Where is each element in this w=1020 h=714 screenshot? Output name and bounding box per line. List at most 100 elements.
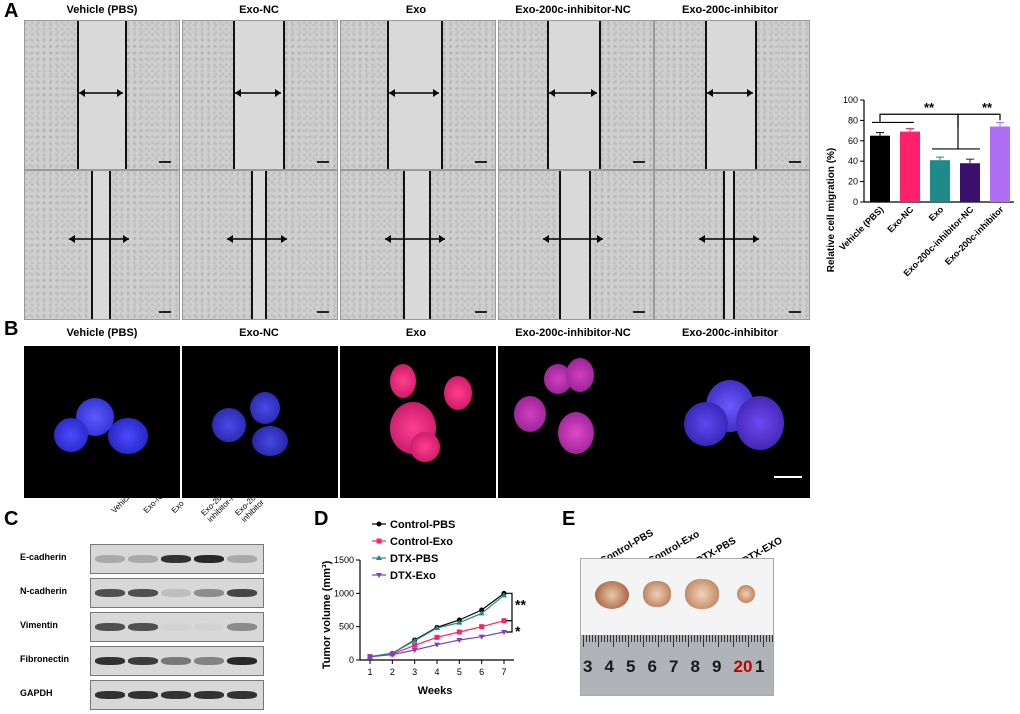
significance-label: ** <box>982 100 993 115</box>
ruler-tick <box>601 635 602 642</box>
wound-image <box>654 20 810 170</box>
data-point <box>478 634 485 640</box>
ruler-tick <box>643 635 644 647</box>
wb-strip <box>90 544 264 574</box>
line-ylabel: Tumor volume (mm³) <box>321 560 333 669</box>
panel-label-b: B <box>4 318 19 340</box>
bar-ytick-label: 40 <box>848 156 858 166</box>
wb-band <box>161 623 191 631</box>
wb-band <box>95 657 125 665</box>
ruler-tick <box>640 635 641 642</box>
ruler-tick <box>700 635 701 642</box>
bar-category-label: Exo <box>927 204 946 223</box>
col-header-vehicle: Vehicle (PBS) <box>66 4 138 16</box>
significance-label: * <box>515 623 521 639</box>
data-point <box>434 634 440 640</box>
data-point <box>456 619 463 625</box>
wound-image <box>498 20 654 170</box>
wb-band <box>227 691 257 699</box>
ruler-tick <box>649 635 650 642</box>
ruler-tick <box>763 635 764 647</box>
tumor-control-exo <box>643 581 671 607</box>
bar-category-label: Vehicle (PBS) <box>837 204 885 252</box>
ruler-tick <box>658 635 659 647</box>
significance-bracket <box>506 592 513 622</box>
col-header-exo: Exo <box>405 4 427 16</box>
tumor-dtx-pbs <box>685 579 719 609</box>
significance-bracket <box>957 113 1001 149</box>
wound-image <box>340 20 496 170</box>
significance-label: ** <box>924 100 935 115</box>
data-point <box>501 618 507 624</box>
legend-marker <box>376 538 382 544</box>
ruler-tick <box>589 635 590 642</box>
ruler-tick <box>583 635 584 647</box>
if-image-exo-nc <box>182 346 338 498</box>
ruler-tick <box>667 635 668 642</box>
data-point <box>501 630 507 635</box>
ruler-tick <box>718 635 719 647</box>
wound-image <box>498 170 654 320</box>
wb-band <box>128 623 158 631</box>
ruler-tick <box>712 635 713 642</box>
wb-band <box>161 691 191 699</box>
data-point <box>456 629 462 635</box>
ruler-tick <box>742 635 743 642</box>
ruler-tick <box>679 635 680 642</box>
ruler-tick <box>727 635 728 642</box>
bar <box>960 163 980 202</box>
ruler-tick <box>754 635 755 642</box>
wb-band <box>194 623 224 631</box>
data-point <box>501 592 507 598</box>
significance-bracket <box>872 113 959 127</box>
bar-category-label: Exo-200c-inhibitor <box>943 204 1006 267</box>
panel-label-a: A <box>4 0 19 22</box>
ruler-tick <box>631 635 632 642</box>
line-ytick-label: 0 <box>349 655 354 665</box>
ruler-tick <box>607 635 608 642</box>
line-xtick-label: 6 <box>479 667 484 677</box>
ruler-number: 5 <box>626 657 636 676</box>
bar <box>900 131 920 202</box>
line-xlabel: Weeks <box>418 685 453 697</box>
if-header-exo-nc: Exo-NC <box>239 327 279 339</box>
ruler-tick <box>616 635 617 642</box>
ruler-tick <box>625 635 626 642</box>
ruler-tick <box>655 635 656 642</box>
bar-ytick-label: 20 <box>848 177 858 187</box>
wb-strip <box>90 578 264 608</box>
tumor-volume-chart: 0 500 1000 1500 1 2 3 4 5 6 7 Control-PBS Control-Ex… <box>321 519 526 697</box>
ruler-tick <box>715 635 716 642</box>
data-point <box>367 654 373 660</box>
wound-image <box>182 170 338 320</box>
col-header-inhibitor: Exo-200c-inhibitor <box>682 4 778 16</box>
line-xtick-label: 2 <box>390 667 395 677</box>
wb-band <box>194 589 224 597</box>
wb-band <box>128 555 158 563</box>
panel-label-e: E <box>562 508 576 530</box>
if-header-inhibitor: Exo-200c-inhibitor <box>682 327 778 339</box>
wb-band <box>227 657 257 665</box>
if-image-inhibitor <box>654 346 810 498</box>
ruler-tick <box>682 635 683 642</box>
ruler-tick <box>730 635 731 642</box>
legend-marker <box>376 573 382 578</box>
tumor-dtx-exo <box>737 585 755 603</box>
wb-band <box>227 623 257 631</box>
ruler-tick <box>757 635 758 642</box>
ruler-tick <box>670 635 671 642</box>
bar <box>990 126 1010 202</box>
data-point <box>479 607 485 613</box>
bar-ytick-label: 60 <box>848 136 858 146</box>
legend-label: Control-PBS <box>390 519 455 531</box>
ruler-tick <box>724 635 725 642</box>
ruler-number: 7 <box>669 657 679 676</box>
ruler-tick <box>694 635 695 642</box>
line-ytick-label: 1500 <box>334 555 354 565</box>
ruler-tick <box>664 635 665 642</box>
ruler-number: 1 <box>755 657 765 676</box>
data-point <box>478 610 485 616</box>
legend-marker <box>376 521 382 527</box>
data-point <box>389 652 396 658</box>
wb-band <box>95 589 125 597</box>
